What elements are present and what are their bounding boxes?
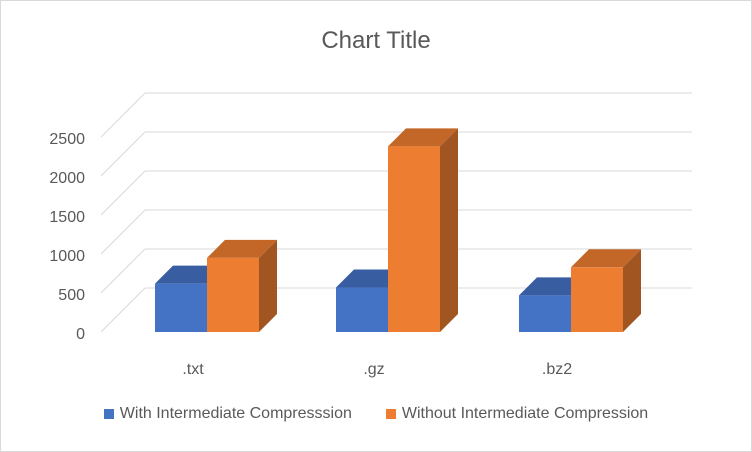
- plot-area: 0 500 1000 1500 2000 2500 .txt .gz .bz2: [49, 92, 692, 378]
- bar-1-1: [388, 146, 440, 332]
- y-tick-label-4: 2000: [49, 170, 85, 187]
- bar-side-1-2: [623, 249, 641, 332]
- legend-item-series-1: With Intermediate Compresssion: [103, 405, 352, 423]
- legend-swatch-series-1: [103, 409, 114, 419]
- gridline-side-4: [100, 131, 146, 177]
- gridline-side-2: [100, 209, 146, 255]
- legend: With Intermediate Compresssion Without I…: [1, 405, 751, 423]
- y-tick-label-5: 2500: [49, 131, 85, 148]
- legend-label-series-1: With Intermediate Compresssion: [119, 405, 352, 422]
- gridline-side-3: [100, 170, 146, 216]
- x-tick-label-2: .bz2: [542, 361, 572, 378]
- bar-side-1-1: [440, 128, 458, 332]
- y-tick-label-3: 1500: [49, 209, 85, 226]
- x-tick-label-0: .txt: [182, 361, 204, 378]
- bar-1-0: [207, 257, 259, 332]
- gridline-side-5: [100, 92, 146, 138]
- x-tick-label-1: .gz: [363, 361, 384, 378]
- chart-title: Chart Title: [321, 27, 431, 54]
- y-tick-label-0: 0: [76, 326, 85, 343]
- gridline-side-1: [100, 248, 146, 294]
- bar-0-2: [519, 295, 571, 332]
- bar-top-1-1: [388, 128, 458, 147]
- legend-label-series-2: Without Intermediate Compression: [401, 405, 649, 422]
- bar-0-0: [155, 283, 207, 332]
- legend-item-series-2: Without Intermediate Compression: [385, 405, 649, 423]
- y-tick-label-1: 500: [58, 287, 85, 304]
- y-tick-label-2: 1000: [49, 248, 85, 265]
- bar-top-1-2: [571, 249, 641, 268]
- gridline-side-0: [100, 287, 146, 333]
- bar-top-1-0: [207, 239, 277, 258]
- legend-swatch-series-2: [385, 409, 396, 419]
- bar-0-1: [336, 287, 388, 332]
- bar-side-1-0: [259, 239, 277, 332]
- bar-1-2: [571, 267, 623, 332]
